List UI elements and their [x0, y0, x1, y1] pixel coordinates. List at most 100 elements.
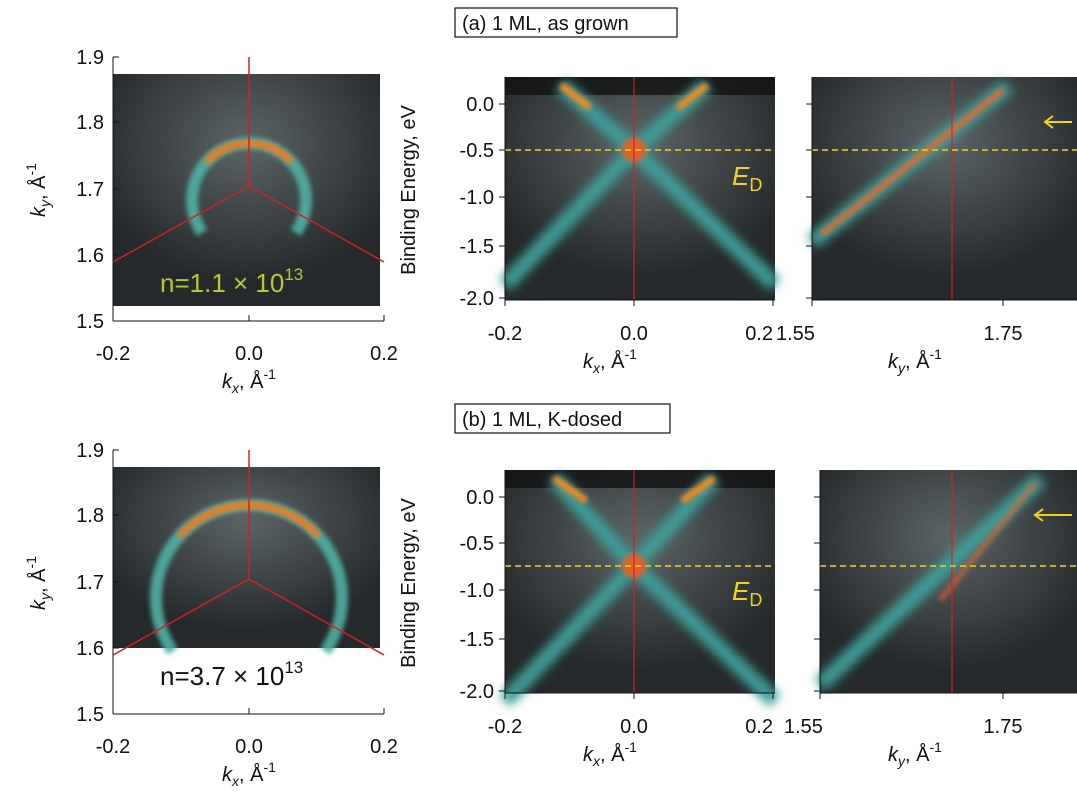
y-tick-label: 1.8 — [76, 505, 104, 527]
x-tick-label: -0.2 — [96, 736, 130, 758]
x-tick-label: -0.2 — [96, 343, 130, 365]
y-tick-label: -2.0 — [460, 681, 494, 703]
axis-symbol: k — [888, 351, 899, 373]
density-exponent: 13 — [284, 265, 303, 284]
axis-symbol: k — [583, 351, 594, 373]
axis-symbol: k — [888, 744, 899, 766]
y-tick-label: -1.0 — [460, 580, 494, 602]
y-tick-label: 1.5 — [76, 311, 104, 333]
axis-unit: , Å — [905, 743, 930, 766]
band-hot — [820, 87, 1005, 237]
arrow — [1043, 115, 1072, 129]
density-text: n=1.1 × 10 — [160, 268, 284, 298]
x-tick-label: 0.2 — [745, 323, 773, 345]
fermi-image — [113, 74, 380, 306]
fermi-edge — [505, 77, 775, 95]
panel-label: (b) 1 ML, K-dosed — [462, 409, 622, 431]
axis-label: Binding Energy, eV — [398, 497, 420, 667]
y-tick-label: -2.0 — [460, 288, 494, 310]
axis-symbol: k — [222, 371, 233, 393]
bz-line — [248, 578, 385, 656]
axis-unit: , Å — [239, 370, 264, 393]
arrow — [1033, 508, 1072, 522]
axis-subscript: x — [231, 773, 240, 789]
x-tick-label: 0.2 — [370, 736, 398, 758]
axis-unit: , Å — [27, 175, 50, 200]
ky-image — [812, 77, 1077, 300]
axis-subscript: y — [37, 199, 53, 208]
axis-label: ky, Å-1 — [23, 556, 53, 610]
axis-symbol: k — [28, 206, 50, 217]
y-tick-label: 1.9 — [76, 440, 104, 462]
axis-label: ky, Å-1 — [888, 346, 942, 376]
axis-superscript: -1 — [625, 346, 638, 362]
axis-unit: , Å — [600, 743, 625, 766]
ed-symbol: E — [732, 161, 750, 191]
x-tick-label: -0.2 — [488, 716, 522, 738]
density-label: n=1.1 × 1013 — [160, 265, 303, 298]
x-tick-label: 1.75 — [984, 716, 1023, 738]
ed-label: ED — [732, 161, 762, 195]
kx-image — [505, 77, 775, 300]
x-tick-label: 0.0 — [620, 323, 648, 345]
ed-subscript: D — [749, 590, 762, 610]
axis-label: kx, Å-1 — [583, 739, 637, 769]
density-text: n=3.7 × 10 — [160, 661, 284, 691]
axis-superscript: -1 — [23, 163, 39, 176]
y-tick-label: 1.7 — [76, 572, 104, 594]
y-tick-label: 1.6 — [76, 638, 104, 660]
x-tick-label: 0.0 — [235, 343, 263, 365]
y-tick-label: 1.5 — [76, 704, 104, 726]
density-exponent: 13 — [284, 658, 303, 677]
axis-label: ky, Å-1 — [888, 739, 942, 769]
y-tick-label: -1.5 — [460, 236, 494, 258]
axis-superscript: -1 — [264, 759, 277, 775]
y-tick-label: 1.6 — [76, 245, 104, 267]
y-tick-label: -1.0 — [460, 187, 494, 209]
axis-unit: , Å — [600, 350, 625, 373]
panel-label: (a) 1 ML, as grown — [462, 13, 629, 35]
axis-superscript: -1 — [930, 346, 943, 362]
axis-superscript: -1 — [23, 556, 39, 569]
density-label: n=3.7 × 1013 — [160, 658, 303, 691]
axis-subscript: x — [592, 360, 601, 376]
x-tick-label: 1.55 — [784, 716, 823, 738]
panel-label-box — [454, 7, 678, 38]
band-hot — [551, 475, 717, 504]
axis-symbol: k — [28, 599, 50, 610]
axis-subscript: y — [897, 360, 906, 376]
bz-line — [248, 185, 385, 263]
x-tick-label: 1.55 — [776, 323, 815, 345]
axis-label: kx, Å-1 — [583, 346, 637, 376]
ed-label: ED — [732, 576, 762, 610]
panel-label-box — [454, 403, 671, 434]
x-tick-label: -0.2 — [488, 323, 522, 345]
axis-symbol: k — [583, 744, 594, 766]
axis-superscript: -1 — [264, 366, 277, 382]
axis-label: ky, Å-1 — [23, 163, 53, 217]
axis-label: kx, Å-1 — [222, 366, 276, 396]
axis-subscript: x — [592, 753, 601, 769]
x-tick-label: 0.2 — [745, 716, 773, 738]
panel: (a) 1 ML, as grown n=1.1 × 1013 1.9 1.8 1.7 1… — [23, 7, 1077, 396]
y-tick-label: 1.7 — [76, 179, 104, 201]
x-tick-label: 1.75 — [984, 323, 1023, 345]
x-tick-label: 0.0 — [620, 716, 648, 738]
axis-symbol: k — [222, 764, 233, 786]
y-tick-label: 0.0 — [466, 94, 494, 116]
axis-subscript: y — [897, 753, 906, 769]
y-tick-label: -1.5 — [460, 629, 494, 651]
axis-superscript: -1 — [930, 739, 943, 755]
bz-line — [112, 578, 250, 656]
y-tick-label: -0.5 — [460, 533, 494, 555]
y-tick-label: 0.0 — [466, 487, 494, 509]
axis-label: Binding Energy, eV — [398, 104, 420, 274]
band-hot — [937, 481, 1038, 602]
axis-subscript: x — [231, 380, 240, 396]
y-tick-label: 1.8 — [76, 112, 104, 134]
axis-unit: , Å — [905, 350, 930, 373]
ed-symbol: E — [732, 576, 750, 606]
x-tick-label: 0.2 — [370, 343, 398, 365]
bz-line — [112, 185, 250, 263]
